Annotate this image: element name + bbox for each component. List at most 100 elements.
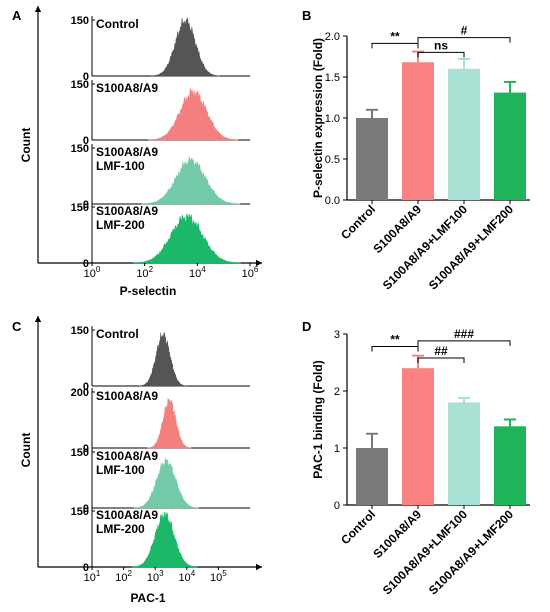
x-tick-exponent: 6 (254, 265, 259, 274)
significance-bracket (371, 42, 419, 49)
category-label-4: S100A8/A9+LMF200 (426, 202, 517, 293)
panel-a-histograms: 1500Control1500S100A8/A91500S100A8/A9LMF… (19, 6, 262, 298)
x-tick-exponent: 0 (96, 265, 101, 274)
x-tick-label: 102 (115, 569, 132, 584)
x-tick-exponent: 2 (149, 265, 154, 274)
histogram-area-2 (147, 397, 192, 449)
category-label-3: S100A8/A9+LMF100 (380, 202, 471, 293)
panel-label-a: A (12, 8, 22, 23)
x-tick-base: 10 (84, 268, 96, 280)
significance-marker: ### (454, 327, 474, 341)
y-tick-label: 2.0 (325, 31, 340, 43)
panel-label-d: D (302, 319, 311, 334)
histogram-ymin-label: 0 (83, 381, 89, 393)
histogram-area-1 (151, 17, 220, 77)
x-tick-label: 102 (136, 265, 153, 280)
x-tick-label: 105 (210, 569, 227, 584)
category-label-4: S100A8/A9+LMF200 (426, 507, 517, 598)
bar-1 (356, 118, 388, 200)
histogram-ymax-label: 150 (71, 143, 89, 155)
x-tick-base: 10 (147, 572, 159, 584)
histogram-area-2 (148, 88, 239, 141)
y-tick-label: 1 (334, 443, 340, 455)
y-axis-arrow-head (34, 6, 42, 12)
bar-1 (356, 448, 388, 505)
y-tick-label: 0 (334, 500, 340, 512)
bar-4 (494, 426, 526, 505)
histogram-ymax-label: 200 (71, 387, 89, 399)
x-axis-arrow-head (256, 563, 262, 571)
histogram-ymin-label: 0 (83, 199, 89, 211)
x-tick-exponent: 5 (222, 569, 227, 578)
histogram-ymax-label: 150 (71, 325, 89, 337)
histogram-area-3 (141, 156, 241, 205)
y-axis-title: Count (19, 433, 33, 468)
significance-bracket (417, 51, 465, 58)
x-tick-label: 101 (84, 569, 101, 584)
x-tick-label: 100 (84, 265, 101, 280)
histogram-sample-label: S100A8/A9 (96, 81, 158, 95)
x-tick-base: 10 (84, 572, 96, 584)
x-axis-arrow-head (256, 259, 262, 267)
histogram-area-4 (132, 213, 241, 264)
x-tick-label: 104 (178, 569, 195, 584)
histogram-ymax-label: 150 (71, 15, 89, 27)
x-tick-exponent: 2 (127, 569, 132, 578)
y-tick-label: 1.5 (325, 72, 340, 84)
bar-4 (494, 92, 526, 200)
bar-3 (448, 68, 480, 200)
histogram-sample-label: LMF-100 (96, 463, 145, 477)
histogram-ymin-label: 0 (83, 503, 89, 515)
histogram-ymin-label: 0 (83, 443, 89, 455)
x-axis-title: P-selectin (120, 284, 177, 298)
x-tick-label: 103 (147, 569, 164, 584)
bar-3 (448, 402, 480, 505)
x-axis-title: PAC-1 (130, 591, 165, 605)
panel-b-bar-chart: 0.00.51.01.52.0ControlS100A8/A9S100A8/A9… (311, 24, 530, 293)
histogram-sample-label: S100A8/A9 (96, 145, 158, 159)
category-label-1: Control (338, 202, 378, 242)
histogram-ymin-label: 0 (83, 71, 89, 83)
significance-marker: ## (434, 344, 448, 358)
significance-bracket (417, 340, 511, 346)
significance-bracket (417, 37, 511, 43)
significance-bracket (417, 357, 465, 363)
histogram-ymax-label: 150 (71, 506, 89, 518)
significance-marker: # (461, 24, 468, 38)
x-tick-label: 106 (242, 265, 259, 280)
histogram-ymax-label: 150 (71, 202, 89, 214)
histogram-area-4 (132, 511, 198, 568)
panel-label-c: C (12, 319, 22, 334)
significance-bracket (371, 346, 419, 352)
histogram-sample-label: LMF-200 (96, 218, 145, 232)
x-tick-label: 104 (189, 265, 206, 280)
histogram-sample-label: S100A8/A9 (96, 508, 158, 522)
y-axis-arrow-head (34, 316, 42, 322)
histogram-sample-label: Control (96, 327, 139, 341)
x-tick-exponent: 4 (201, 265, 206, 274)
panel-c-histograms: 1500Control2000S100A8/A91500S100A8/A9LMF… (19, 316, 262, 605)
histogram-ymin-label: 0 (83, 135, 89, 147)
significance-marker: ** (390, 333, 400, 347)
histogram-sample-label: Control (96, 17, 139, 31)
histogram-ymax-label: 150 (71, 79, 89, 91)
x-tick-exponent: 3 (159, 569, 164, 578)
y-axis-title: PAC-1 binding (Fold) (311, 360, 325, 478)
bar-2 (402, 368, 434, 505)
histogram-sample-label: S100A8/A9 (96, 449, 158, 463)
significance-marker: ns (434, 38, 448, 52)
panel-d-bar-chart: 0123ControlS100A8/A9S100A8/A9+LMF100S100… (311, 327, 530, 598)
x-tick-base: 10 (189, 268, 201, 280)
histogram-sample-label: S100A8/A9 (96, 204, 158, 218)
x-tick-exponent: 4 (191, 569, 196, 578)
histogram-area-3 (133, 457, 199, 509)
x-tick-base: 10 (136, 268, 148, 280)
histogram-sample-label: LMF-100 (96, 159, 145, 173)
histogram-area-1 (139, 332, 187, 387)
bar-2 (402, 62, 434, 200)
histogram-ymax-label: 150 (71, 447, 89, 459)
category-label-1: Control (338, 507, 378, 547)
y-tick-label: 2 (334, 386, 340, 398)
x-tick-base: 10 (210, 572, 222, 584)
